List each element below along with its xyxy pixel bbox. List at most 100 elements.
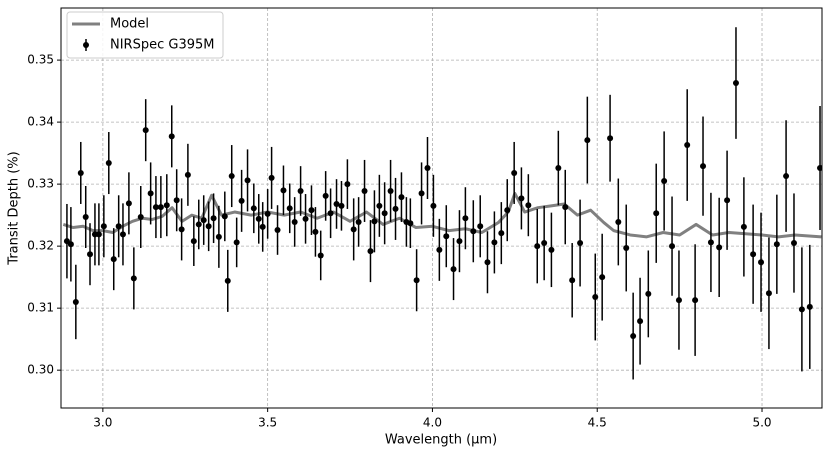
data-point [87, 251, 94, 258]
data-point [67, 241, 74, 248]
data-point [562, 204, 569, 211]
data-point [215, 233, 222, 240]
x-tick-label: 5.0 [752, 416, 771, 430]
data-point [750, 251, 757, 258]
data-point [498, 230, 505, 237]
data-point [110, 256, 117, 263]
data-point [716, 244, 723, 251]
data-point [436, 246, 443, 253]
data-point [765, 290, 772, 297]
x-axis-label: Wavelength (μm) [385, 433, 497, 448]
data-point [392, 205, 399, 212]
data-point [168, 133, 175, 140]
data-point [255, 215, 262, 222]
data-point [163, 202, 170, 209]
y-tick-label: 0.34 [27, 115, 54, 129]
data-point [584, 137, 591, 144]
data-point [398, 194, 405, 201]
data-point [692, 297, 699, 304]
data-point [371, 218, 378, 225]
data-point [418, 190, 425, 197]
data-point [233, 239, 240, 246]
data-point [798, 306, 805, 313]
data-point [82, 213, 89, 220]
y-tick-label: 0.35 [27, 53, 54, 67]
data-point [264, 210, 271, 217]
legend-box [66, 11, 224, 59]
data-point [806, 303, 813, 310]
data-point [381, 210, 388, 217]
data-point [250, 205, 257, 212]
data-point [297, 187, 304, 194]
data-point [758, 259, 765, 266]
data-point [327, 210, 334, 217]
data-point [119, 231, 126, 238]
y-tick-label: 0.30 [27, 363, 54, 377]
data-point [669, 243, 676, 250]
data-point [228, 173, 235, 180]
data-point [322, 192, 329, 199]
data-point [259, 223, 266, 230]
data-point [350, 226, 357, 233]
data-point [637, 318, 644, 325]
data-point [344, 181, 351, 188]
data-point [210, 215, 217, 222]
data-point [773, 241, 780, 248]
legend-label: Model [110, 17, 149, 32]
data-point [661, 178, 668, 185]
data-point [518, 195, 525, 202]
data-point [105, 160, 112, 167]
data-point [790, 240, 797, 247]
x-tick-label: 4.5 [588, 416, 607, 430]
data-point [707, 239, 714, 246]
data-point [623, 245, 630, 251]
data-point [675, 297, 682, 304]
data-point [491, 239, 498, 246]
y-tick-label: 0.32 [27, 239, 54, 253]
data-point [238, 197, 245, 204]
data-point [77, 169, 84, 176]
y-tick-label: 0.31 [27, 301, 54, 315]
data-point [630, 333, 637, 340]
data-point [100, 223, 107, 230]
data-point [72, 298, 79, 305]
y-tick-label: 0.33 [27, 177, 54, 191]
legend-marker [83, 42, 89, 48]
data-point [555, 165, 562, 171]
data-point [125, 200, 132, 207]
data-point [142, 127, 149, 134]
data-point [200, 217, 207, 224]
data-point [534, 243, 541, 250]
y-axis-label: Transit Depth (%) [7, 151, 22, 265]
data-point [592, 293, 599, 300]
data-point [430, 202, 437, 209]
x-tick-label: 3.0 [93, 416, 112, 430]
data-point [195, 221, 202, 228]
data-point [470, 228, 477, 235]
data-point [541, 240, 548, 247]
data-point [599, 274, 606, 281]
data-point [137, 213, 144, 220]
data-point [577, 240, 584, 247]
data-point [376, 202, 383, 209]
data-point [724, 197, 731, 204]
data-point [280, 187, 287, 194]
data-point [95, 231, 102, 238]
data-point [291, 218, 298, 225]
data-point [456, 238, 463, 245]
data-point [484, 259, 491, 266]
data-point [205, 223, 212, 230]
data-point [274, 227, 281, 234]
data-point [302, 215, 309, 222]
data-point [615, 218, 622, 225]
data-point [268, 174, 275, 181]
data-point [732, 80, 739, 87]
data-point [152, 204, 159, 211]
data-point [477, 223, 484, 230]
data-point [338, 202, 345, 209]
data-point [224, 277, 231, 284]
data-point [147, 190, 154, 197]
data-point [569, 277, 576, 284]
data-point [783, 173, 790, 180]
